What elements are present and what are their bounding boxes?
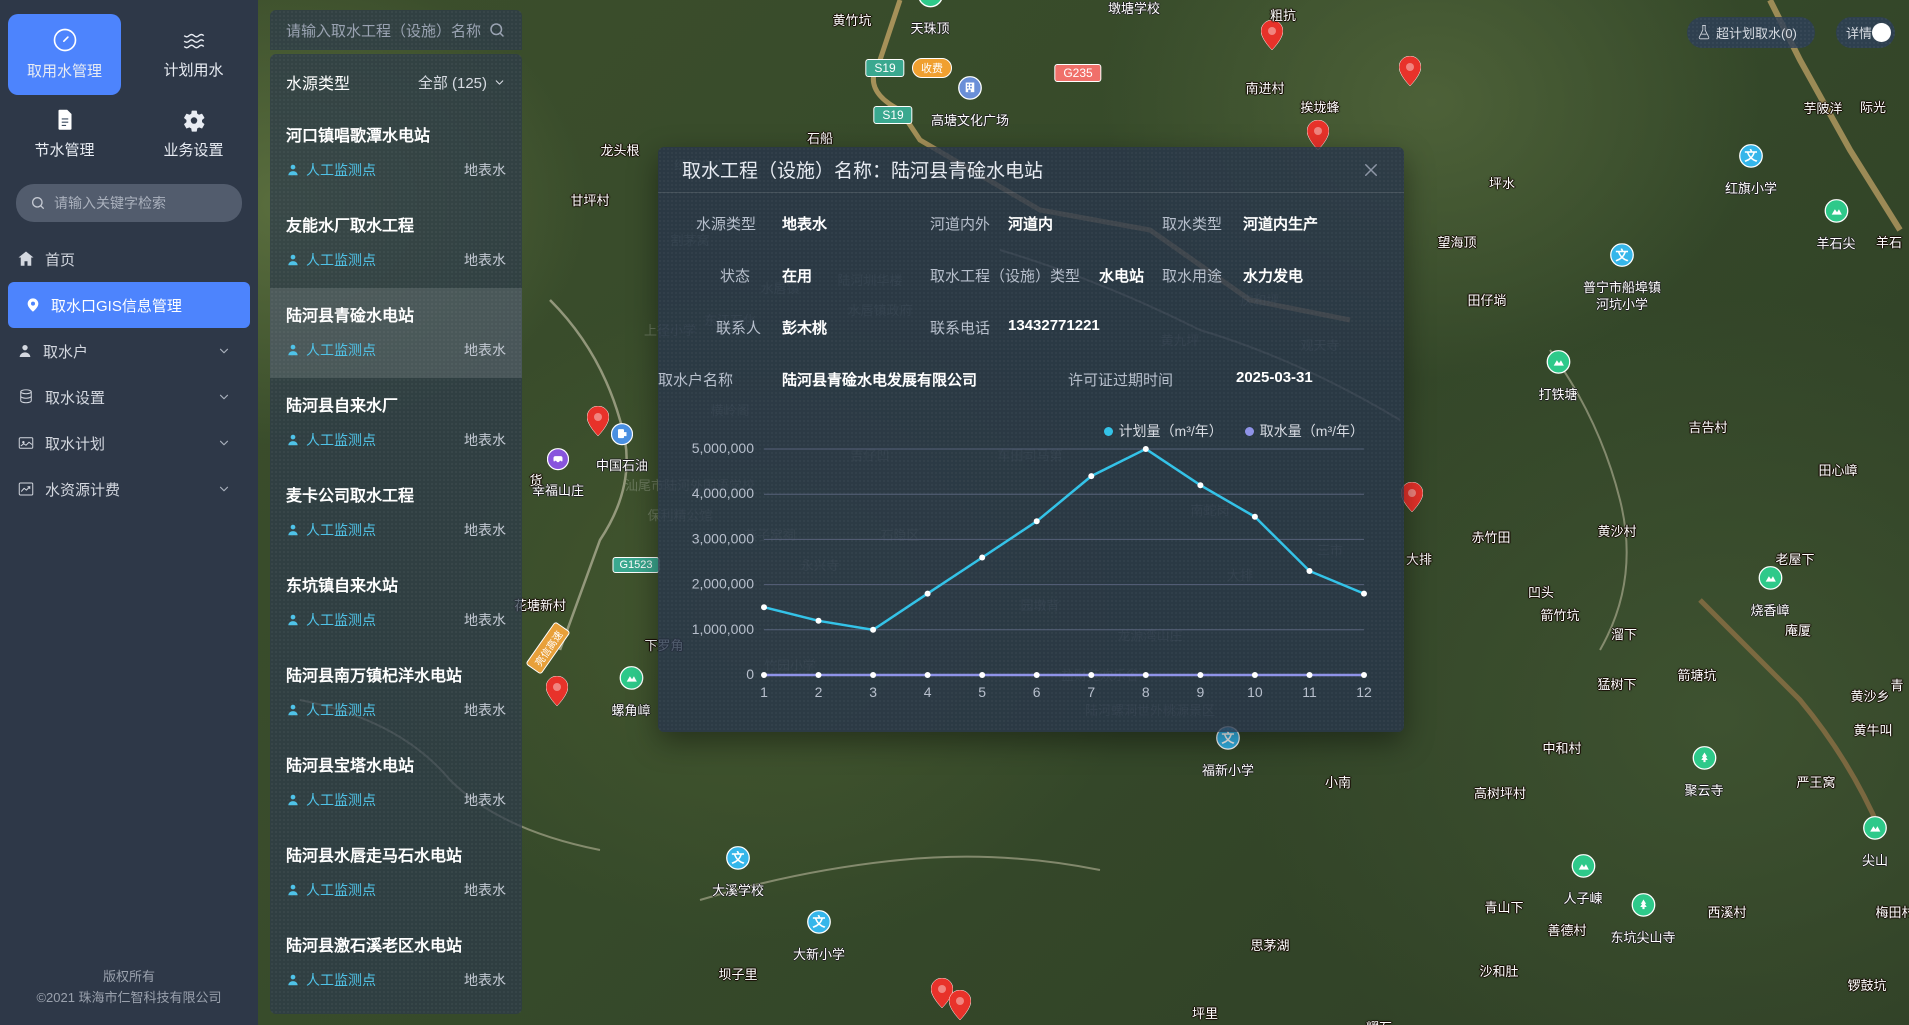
- svg-text:文: 文: [813, 915, 826, 930]
- svg-text:5,000,000: 5,000,000: [692, 440, 754, 456]
- svg-text:10: 10: [1247, 684, 1263, 700]
- svg-text:8: 8: [1142, 684, 1150, 700]
- svg-text:0: 0: [746, 666, 754, 682]
- svg-text:文: 文: [1745, 149, 1758, 164]
- svg-text:4: 4: [924, 684, 932, 700]
- svg-text:2: 2: [815, 684, 823, 700]
- svg-text:6: 6: [1033, 684, 1041, 700]
- svg-text:12: 12: [1356, 684, 1372, 700]
- svg-text:3,000,000: 3,000,000: [692, 530, 754, 546]
- svg-text:1: 1: [760, 684, 768, 700]
- svg-text:7: 7: [1087, 684, 1095, 700]
- svg-text:9: 9: [1197, 684, 1205, 700]
- svg-text:5: 5: [978, 684, 986, 700]
- svg-text:1,000,000: 1,000,000: [692, 621, 754, 637]
- svg-text:2,000,000: 2,000,000: [692, 576, 754, 592]
- svg-text:文: 文: [1616, 248, 1629, 263]
- svg-text:11: 11: [1302, 684, 1317, 700]
- svg-text:4,000,000: 4,000,000: [692, 485, 754, 501]
- svg-text:文: 文: [732, 851, 745, 866]
- svg-text:3: 3: [869, 684, 877, 700]
- svg-text:文: 文: [1222, 731, 1235, 746]
